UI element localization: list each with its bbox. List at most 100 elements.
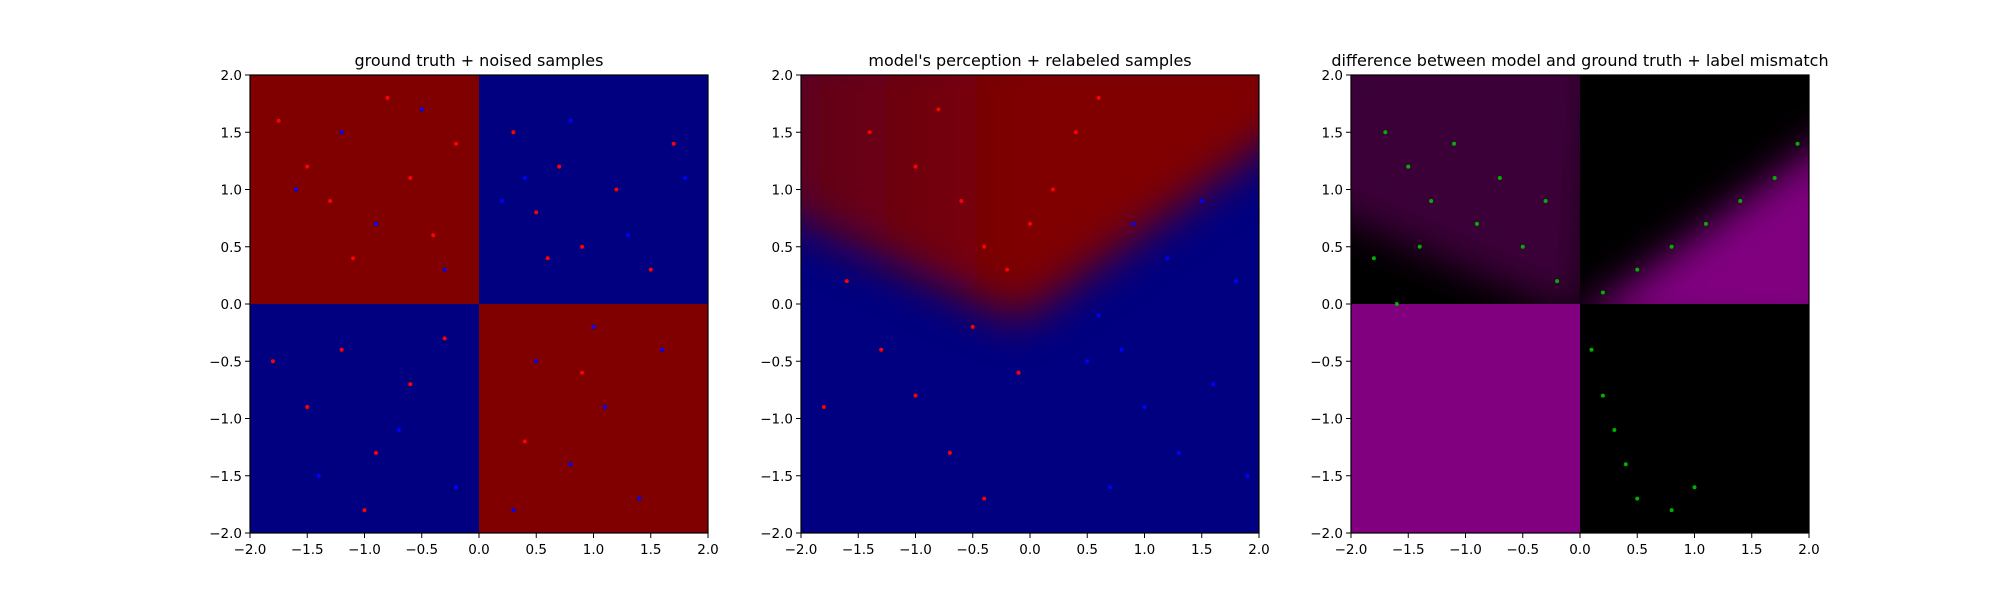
data-point-s2-1	[293, 187, 298, 192]
data-point-s1-2	[1406, 164, 1411, 169]
y-tick-label: −2.0	[760, 526, 793, 542]
x-tick-label: 2.0	[1248, 542, 1269, 558]
data-point-s1-3	[328, 198, 333, 203]
data-point-s1-25	[580, 370, 585, 375]
y-tick-label: −1.5	[209, 469, 242, 485]
y-tick-label: −1.0	[760, 412, 793, 428]
data-point-s2-11	[1108, 485, 1113, 490]
data-point-s1-16	[1016, 370, 1021, 375]
data-point-s2-8	[625, 233, 630, 238]
data-point-s1-19	[339, 347, 344, 352]
data-point-s2-6	[522, 176, 527, 181]
data-point-s2-3	[373, 221, 378, 226]
data-point-s1-6	[1497, 176, 1502, 181]
x-tick-label: 1.0	[583, 542, 604, 558]
y-tick-label: −0.5	[209, 354, 242, 370]
x-tick-label: −1.0	[348, 542, 381, 558]
data-point-s1-11	[1417, 244, 1422, 249]
data-point-s1-1	[867, 130, 872, 135]
data-point-s2-9	[1176, 450, 1181, 455]
data-point-s2-18	[511, 508, 516, 513]
x-tick-label: −2.0	[785, 542, 818, 558]
x-tick-label: −0.5	[956, 542, 989, 558]
data-point-s1-26	[1692, 485, 1697, 490]
chart-title: model's perception + relabeled samples	[868, 51, 1191, 70]
data-point-s1-4	[1452, 141, 1457, 146]
region-red-wedge	[801, 75, 1259, 322]
data-point-s1-10	[534, 210, 539, 215]
data-point-s2-12	[1245, 473, 1250, 478]
x-tick-label: −1.0	[1449, 542, 1482, 558]
scatter-points	[270, 95, 688, 513]
x-tick-label: −0.5	[1506, 542, 1539, 558]
data-point-s2-4	[419, 107, 424, 112]
data-point-s2-16	[637, 496, 642, 501]
data-point-s1-18	[1772, 176, 1777, 181]
x-tick-label: −1.0	[899, 542, 932, 558]
y-tick-label: −1.0	[1310, 412, 1343, 428]
y-tick-label: −0.5	[1310, 354, 1343, 370]
data-point-s1-5	[1474, 221, 1479, 226]
x-tick-label: −1.5	[842, 542, 875, 558]
x-tick-label: 0.5	[1627, 542, 1648, 558]
data-point-s1-25	[1669, 508, 1674, 513]
data-point-s2-3	[1199, 198, 1204, 203]
data-point-s1-12	[580, 244, 585, 249]
data-point-s1-16	[1703, 221, 1708, 226]
data-point-s1-19	[1795, 141, 1800, 146]
data-point-s1-14	[947, 450, 952, 455]
data-point-s2-8	[1142, 405, 1147, 410]
data-point-s1-9	[936, 107, 941, 112]
data-point-s2-15	[602, 405, 607, 410]
data-point-s2-17	[660, 347, 665, 352]
scatter-points	[1371, 130, 1800, 513]
region-lower-left-magenta	[1351, 304, 1580, 533]
data-point-s1-16	[545, 256, 550, 261]
data-point-s2-14	[568, 462, 573, 467]
x-tick-label: 1.0	[1684, 542, 1705, 558]
x-tick-label: −1.5	[291, 542, 324, 558]
data-point-s2-10	[499, 198, 504, 203]
y-tick-label: 1.0	[1322, 183, 1343, 199]
data-point-s2-5	[1096, 313, 1101, 318]
y-tick-label: −2.0	[209, 526, 242, 542]
data-point-s1-15	[671, 141, 676, 146]
chart-panel-1: −2.0 −1.5 −1.0 −0.5 0.0 0.5 1.0 1.5 2.0 −2.0 −1.5 −…	[209, 51, 719, 558]
data-point-s1-21	[1600, 393, 1605, 398]
data-point-s1-1	[1383, 130, 1388, 135]
chart-panel-2: −2.0 −1.5 −1.0 −0.5 0.0 0.5 1.0 1.5 2.0 −2.0 −1.5 −…	[760, 51, 1270, 558]
y-tick-label: 1.5	[221, 125, 242, 141]
data-point-s1-23	[1623, 462, 1628, 467]
data-point-s1-4	[351, 256, 356, 261]
y-tick-label: 2.0	[221, 68, 242, 84]
data-point-s1-1	[276, 118, 281, 123]
data-point-s1-17	[1738, 198, 1743, 203]
y-tick-label: −0.5	[760, 354, 793, 370]
data-point-s1-12	[1394, 302, 1399, 306]
data-point-s2-7	[1119, 347, 1124, 352]
data-point-s1-22	[1612, 427, 1617, 432]
x-tick-label: −2.0	[1335, 542, 1368, 558]
y-tick-label: 2.0	[772, 68, 793, 84]
chart-title: ground truth + noised samples	[355, 51, 604, 70]
data-point-s1-22	[442, 336, 447, 341]
x-tick-label: 1.0	[1134, 542, 1155, 558]
x-tick-label: 0.0	[1569, 542, 1590, 558]
y-tick-label: 0.5	[772, 240, 793, 256]
data-point-s2-11	[316, 473, 321, 478]
data-point-s1-14	[648, 267, 653, 272]
x-tick-label: −2.0	[234, 542, 267, 558]
x-tick-label: 0.0	[1019, 542, 1040, 558]
data-point-s1-17	[821, 405, 826, 410]
data-point-s1-21	[408, 382, 413, 387]
y-tick-label: 1.0	[221, 183, 242, 199]
data-point-s1-7	[1520, 244, 1525, 249]
data-point-s1-6	[408, 176, 413, 181]
data-point-s1-13	[1600, 290, 1605, 295]
y-tick-label: −1.0	[209, 412, 242, 428]
data-point-s1-24	[1635, 496, 1640, 501]
data-point-s2-2	[1165, 256, 1170, 261]
x-tick-label: 0.5	[1077, 542, 1098, 558]
data-point-s2-5	[442, 267, 447, 272]
data-point-s2-2	[339, 130, 344, 135]
